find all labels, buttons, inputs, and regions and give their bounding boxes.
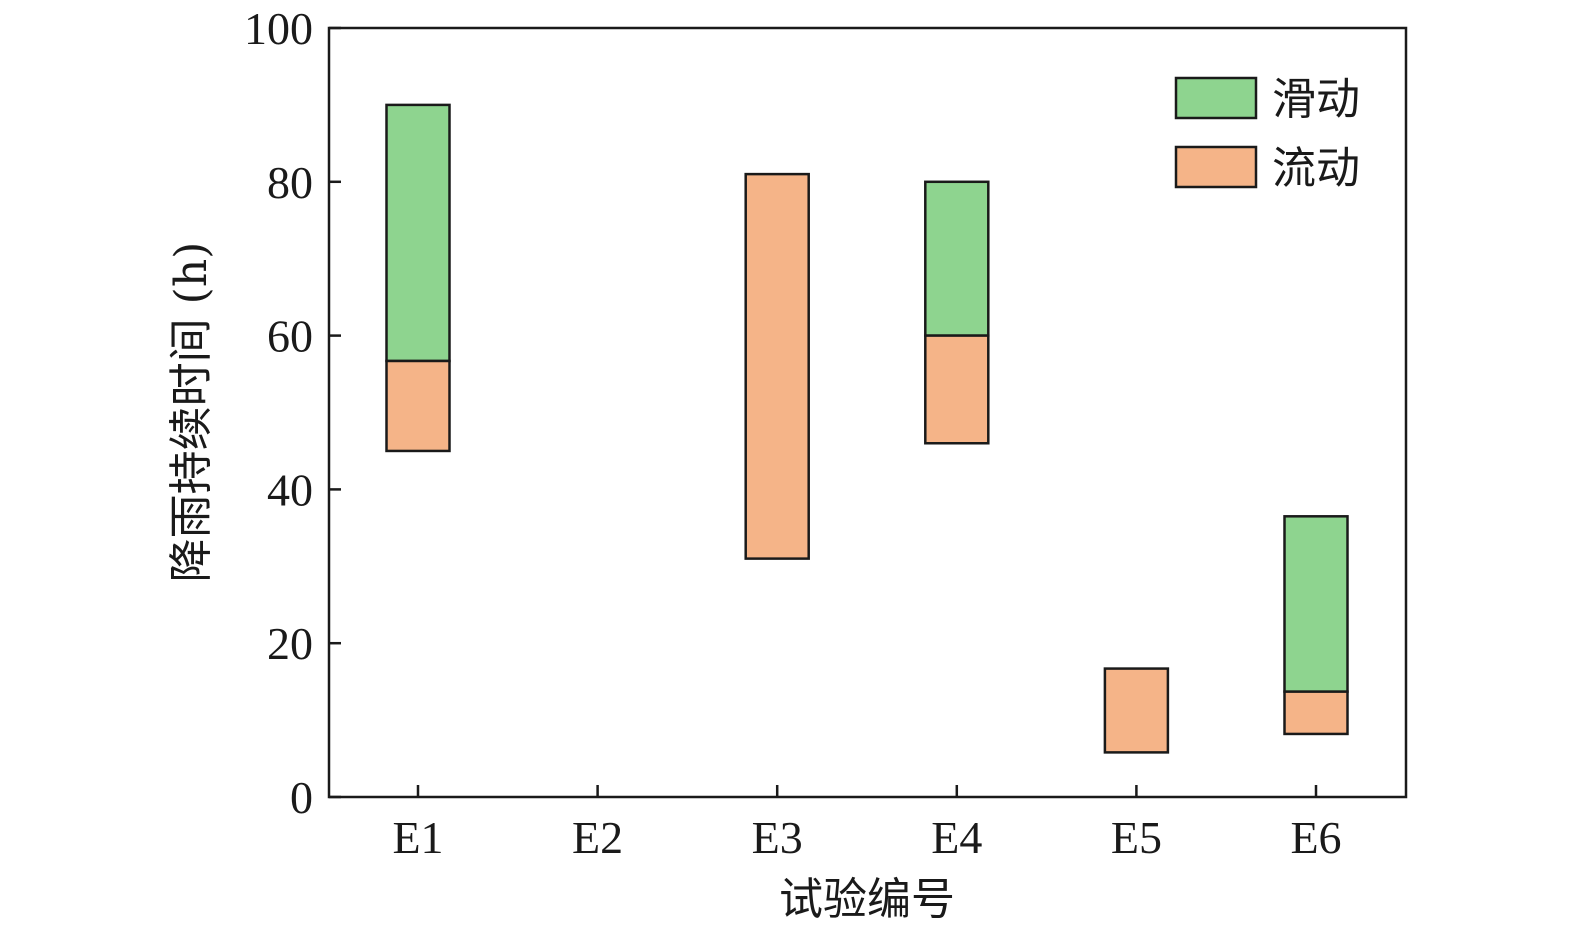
- y-tick-label-40: 40: [267, 464, 313, 515]
- x-axis: E1 E2 E3 E4 E5 E6: [392, 785, 1342, 863]
- legend-label-flow: 流动: [1272, 143, 1360, 194]
- bar-flow-e6: [1283, 690, 1349, 736]
- bar-slide-e1: [385, 103, 451, 363]
- plot-frame: [327, 26, 1408, 799]
- legend-swatch-flow: [1174, 145, 1258, 189]
- y-tick-label-20: 20: [267, 618, 313, 669]
- x-tick-label-e4: E4: [931, 812, 982, 863]
- x-tick-label-e2: E2: [572, 812, 623, 863]
- bar-flow-e5: [1103, 667, 1170, 754]
- bar-slide-e4: [924, 180, 990, 337]
- bar-slide-e6: [1283, 515, 1349, 693]
- bar-flow-e1: [385, 359, 451, 453]
- bar-flow-e4: [924, 334, 990, 445]
- x-tick-label-e3: E3: [752, 812, 803, 863]
- x-tick-label-e5: E5: [1111, 812, 1162, 863]
- bars-layer: [385, 103, 1349, 754]
- y-tick-label-60: 60: [267, 311, 313, 362]
- x-tick-label-e1: E1: [392, 812, 443, 863]
- y-tick-label-100: 100: [244, 3, 313, 54]
- x-tick-label-e6: E6: [1290, 812, 1341, 863]
- legend-label-slide: 滑动: [1272, 74, 1360, 125]
- y-tick-label-0: 0: [290, 772, 313, 823]
- y-tick-label-80: 80: [267, 157, 313, 208]
- bar-flow-e3: [744, 172, 810, 560]
- x-axis-title: 试验编号: [779, 874, 955, 925]
- y-axis: 0 20 40 60 80 100: [244, 3, 341, 823]
- y-axis-title: 降雨持续时间 (h): [166, 242, 217, 583]
- legend-swatch-slide: [1174, 76, 1258, 120]
